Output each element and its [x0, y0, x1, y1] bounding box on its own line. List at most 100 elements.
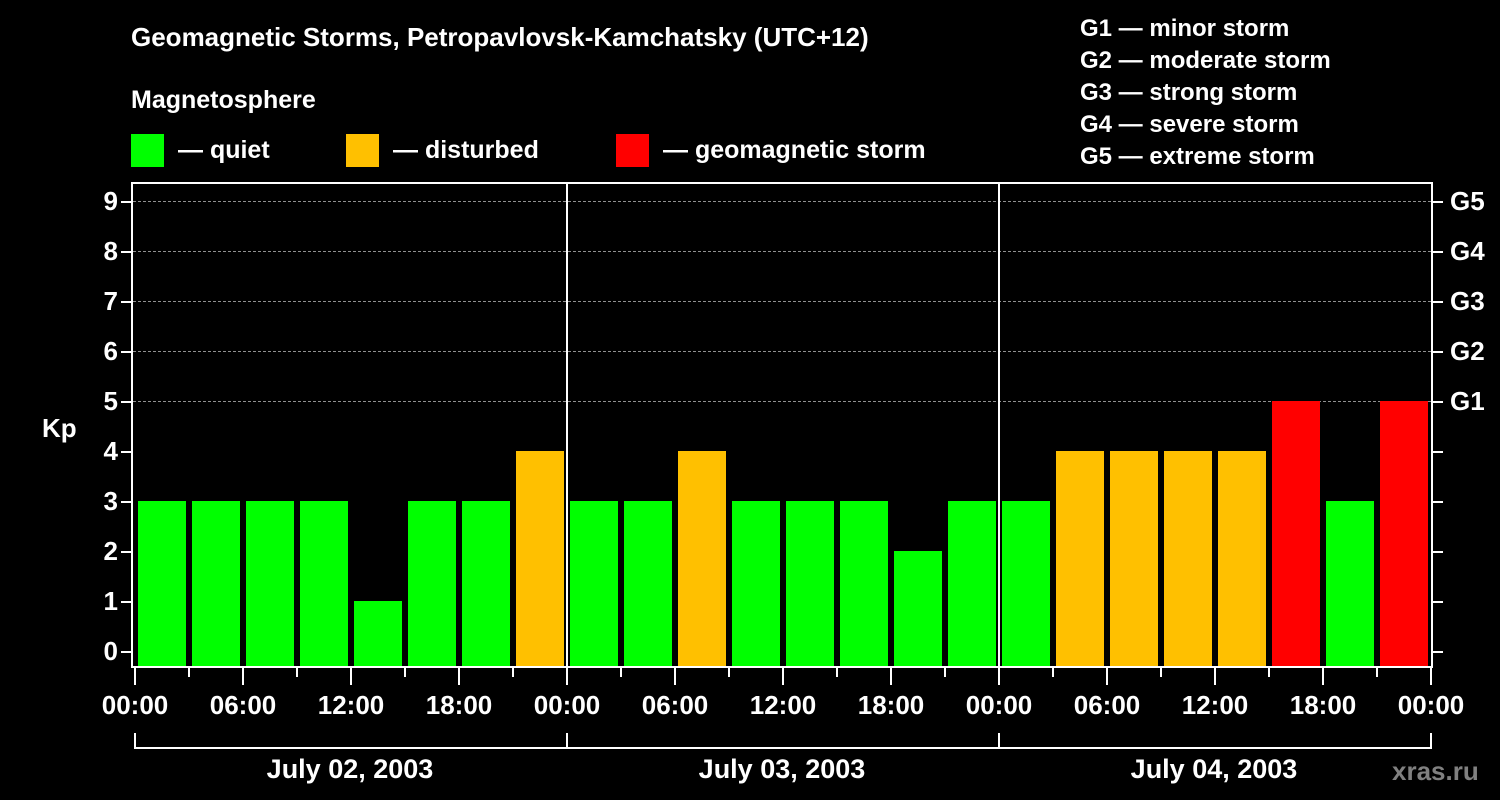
- x-tick-label: 18:00: [425, 690, 493, 720]
- bar-quiet: [408, 501, 456, 668]
- day-bracket: [998, 733, 1432, 749]
- storm-swatch: [616, 134, 649, 167]
- x-tick-label: 00:00: [101, 690, 169, 720]
- x-tick: [728, 668, 730, 677]
- x-tick: [134, 668, 136, 685]
- disturbed-swatch: [346, 134, 379, 167]
- x-tick: [458, 668, 460, 685]
- y-tick: [121, 351, 131, 353]
- y-tick: [121, 601, 131, 603]
- quiet-swatch: [131, 134, 164, 167]
- x-tick-label: 00:00: [1397, 690, 1465, 720]
- chart-title: Geomagnetic Storms, Petropavlovsk-Kamcha…: [131, 22, 869, 52]
- x-tick: [890, 668, 892, 685]
- bar-quiet: [462, 501, 510, 668]
- legend-disturbed-label: — disturbed: [393, 136, 539, 164]
- legend-disturbed: — disturbed: [346, 134, 539, 167]
- bar-storm: [1380, 401, 1428, 668]
- x-tick-label: 12:00: [749, 690, 817, 720]
- gridline: [133, 201, 1431, 202]
- bar-quiet: [300, 501, 348, 668]
- legend-quiet-label: — quiet: [178, 136, 270, 164]
- x-tick: [1430, 668, 1432, 685]
- bar-quiet: [732, 501, 780, 668]
- y-tick: [121, 651, 131, 653]
- x-tick: [188, 668, 190, 677]
- bar-quiet: [1002, 501, 1050, 668]
- x-tick: [1322, 668, 1324, 685]
- bar-quiet: [948, 501, 996, 668]
- g-legend-g2: G2 — moderate storm: [1080, 47, 1331, 74]
- x-tick-label: 12:00: [317, 690, 385, 720]
- y-tick-label: 6: [103, 336, 118, 366]
- bar-quiet: [192, 501, 240, 668]
- x-tick-label: 18:00: [1289, 690, 1357, 720]
- x-tick: [242, 668, 244, 685]
- y-tick-label: 9: [103, 186, 118, 216]
- y-axis-label: Kp: [42, 413, 77, 443]
- g-legend-g4: G4 — severe storm: [1080, 111, 1299, 138]
- x-tick-label: 12:00: [1181, 690, 1249, 720]
- x-tick-label: 06:00: [209, 690, 277, 720]
- y-tick: [121, 551, 131, 553]
- x-tick: [1268, 668, 1270, 677]
- day-label: July 02, 2003: [266, 754, 434, 784]
- gridline: [133, 251, 1431, 252]
- y-tick: [121, 451, 131, 453]
- y-tick-label: 5: [103, 386, 118, 416]
- bar-quiet: [894, 551, 942, 668]
- day-label: July 04, 2003: [1130, 754, 1298, 784]
- y-tick-label: 4: [103, 436, 118, 466]
- bar-quiet: [1326, 501, 1374, 668]
- y-tick-right: [1433, 501, 1443, 503]
- bar-disturbed: [678, 451, 726, 668]
- g-scale-label: G5: [1450, 186, 1485, 216]
- g-scale-label: G1: [1450, 386, 1485, 416]
- x-tick-label: 18:00: [857, 690, 925, 720]
- x-tick: [296, 668, 298, 677]
- x-tick: [1214, 668, 1216, 685]
- g-legend-g1: G1 — minor storm: [1080, 15, 1290, 42]
- y-tick: [121, 251, 131, 253]
- y-tick: [121, 401, 131, 403]
- bar-quiet: [138, 501, 186, 668]
- g-scale-label: G3: [1450, 286, 1485, 316]
- y-tick-label: 1: [103, 586, 118, 616]
- legend-storm-label: — geomagnetic storm: [663, 136, 926, 164]
- chart-subtitle: Magnetosphere: [131, 86, 316, 114]
- x-tick: [998, 668, 1000, 685]
- x-tick-label: 06:00: [1073, 690, 1141, 720]
- y-tick-right: [1433, 351, 1443, 353]
- y-tick: [121, 301, 131, 303]
- g-legend-g3: G3 — strong storm: [1080, 79, 1298, 106]
- watermark: xras.ru: [1392, 756, 1479, 786]
- x-tick: [674, 668, 676, 685]
- x-tick-label: 06:00: [641, 690, 709, 720]
- y-tick-right: [1433, 601, 1443, 603]
- legend-quiet: — quiet: [131, 134, 270, 167]
- g-scale-label: G2: [1450, 336, 1485, 366]
- gridline: [133, 301, 1431, 302]
- day-separator: [998, 182, 1000, 668]
- bar-quiet: [570, 501, 618, 668]
- bar-quiet: [624, 501, 672, 668]
- y-tick-right: [1433, 651, 1443, 653]
- x-tick: [836, 668, 838, 677]
- y-tick-right: [1433, 551, 1443, 553]
- x-tick: [1160, 668, 1162, 677]
- legend-storm: — geomagnetic storm: [616, 134, 926, 167]
- g-legend-g5: G5 — extreme storm: [1080, 143, 1315, 170]
- x-tick: [404, 668, 406, 677]
- bar-disturbed: [516, 451, 564, 668]
- x-tick: [620, 668, 622, 677]
- bar-quiet: [840, 501, 888, 668]
- x-tick: [512, 668, 514, 677]
- y-tick-label: 8: [103, 236, 118, 266]
- x-tick-label: 00:00: [965, 690, 1033, 720]
- y-tick-label: 0: [103, 636, 118, 666]
- x-tick: [1052, 668, 1054, 677]
- bar-disturbed: [1218, 451, 1266, 668]
- plot-frame: [131, 182, 1433, 668]
- bar-quiet: [786, 501, 834, 668]
- day-bracket: [566, 733, 1000, 749]
